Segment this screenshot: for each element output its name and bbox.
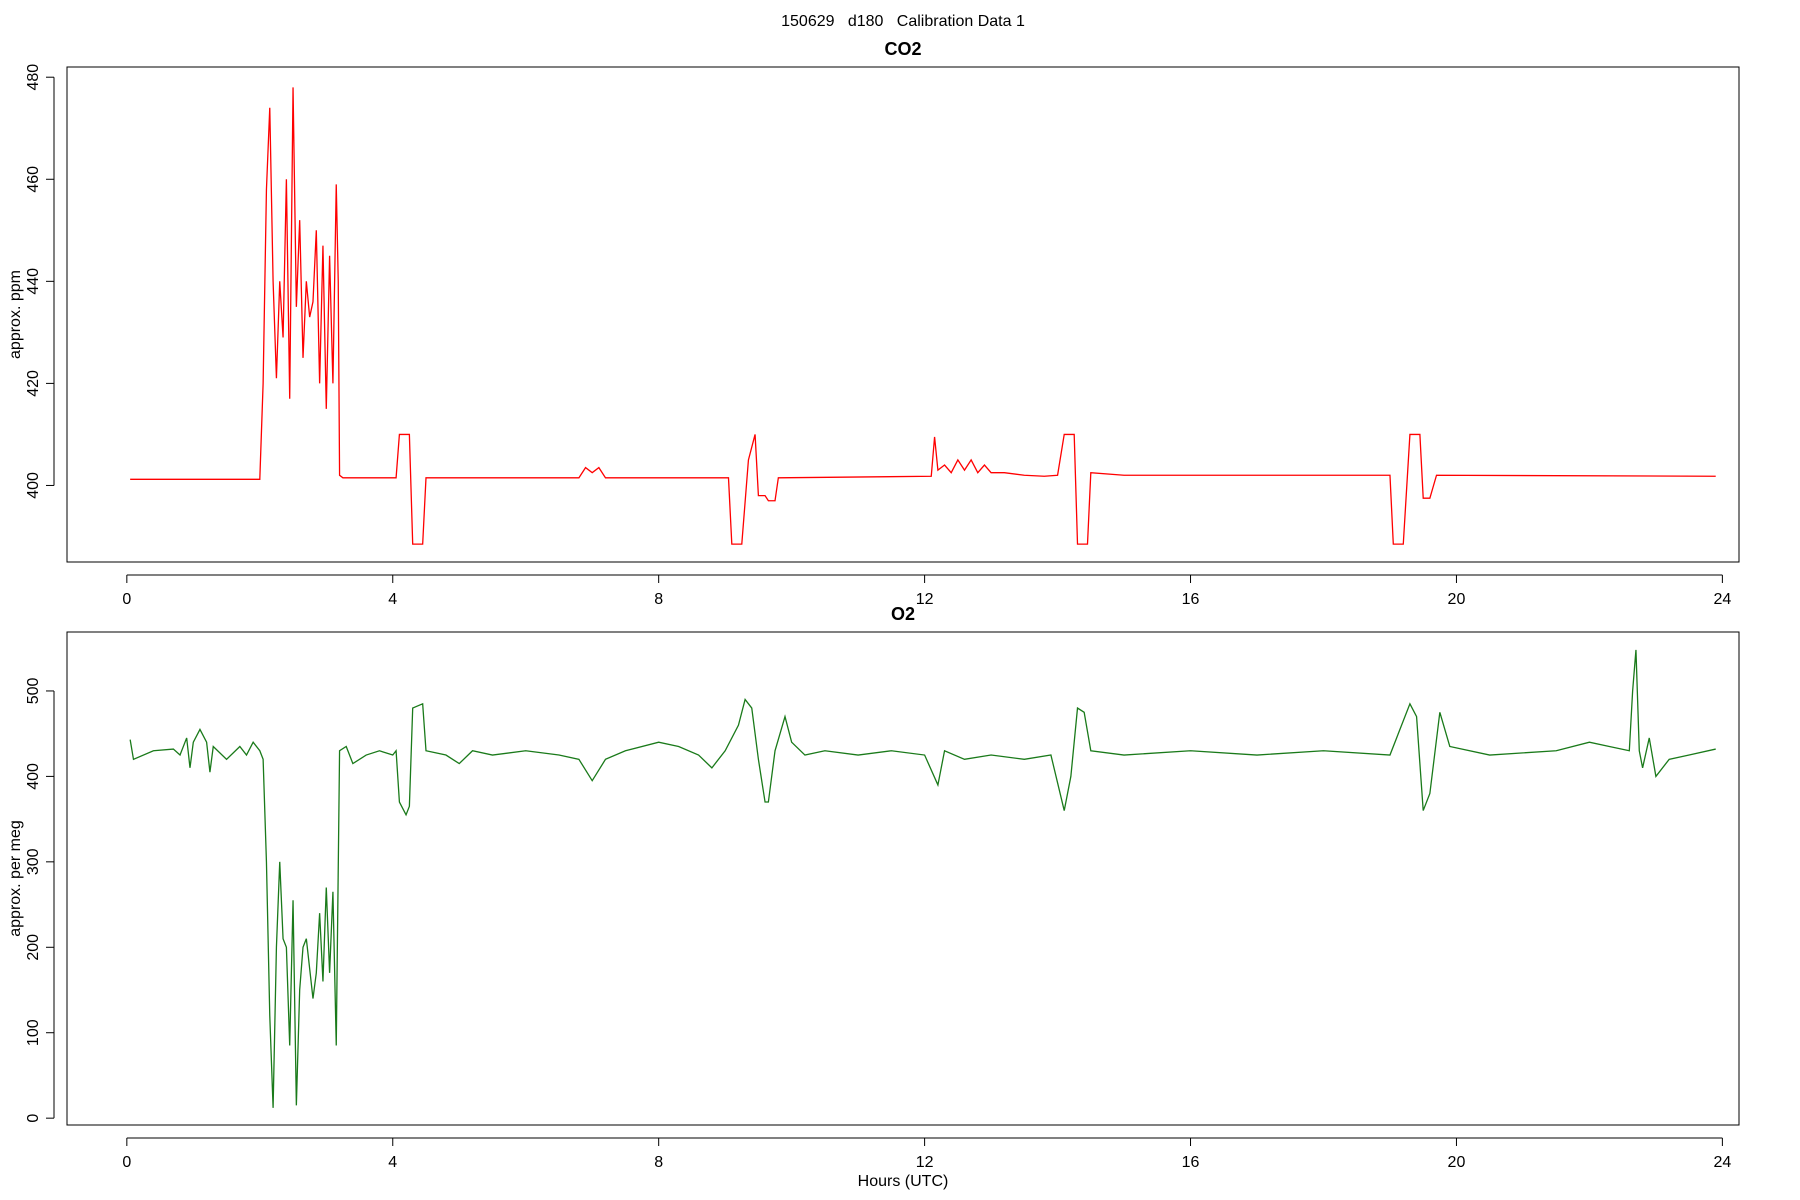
plot-frame xyxy=(66,66,1740,563)
y-axis-label: approx. per meg xyxy=(7,820,24,937)
plot-frame xyxy=(66,631,1740,1126)
y-tick-label: 420 xyxy=(25,370,42,397)
y-tick-label: 480 xyxy=(25,64,42,91)
y-tick-label: 400 xyxy=(25,763,42,790)
x-tick-label: 20 xyxy=(1448,591,1466,608)
y-tick-label: 460 xyxy=(25,166,42,193)
data-line xyxy=(130,87,1716,545)
y-tick-label: 500 xyxy=(25,678,42,705)
x-tick-label: 24 xyxy=(1713,1154,1731,1171)
y-tick-label: 300 xyxy=(25,848,42,875)
x-tick-label: 12 xyxy=(916,591,934,608)
x-tick-label: 12 xyxy=(916,1154,934,1171)
y-tick-label: 0 xyxy=(25,1114,42,1123)
y-tick-label: 440 xyxy=(25,268,42,295)
x-tick-label: 4 xyxy=(388,1154,397,1171)
x-tick-label: 20 xyxy=(1448,1154,1466,1171)
y-axis-label: approx. ppm xyxy=(7,270,24,359)
y-tick-label: 100 xyxy=(25,1019,42,1046)
x-tick-label: 8 xyxy=(654,591,663,608)
x-tick-label: 0 xyxy=(122,1154,131,1171)
x-tick-label: 8 xyxy=(654,1154,663,1171)
y-tick-label: 200 xyxy=(25,934,42,961)
y-tick-label: 400 xyxy=(25,472,42,499)
x-tick-label: 16 xyxy=(1182,591,1200,608)
x-axis-label: Hours (UTC) xyxy=(858,1173,949,1190)
data-line xyxy=(129,649,1716,1108)
page-title: 150629 d180 Calibration Data 1 xyxy=(781,13,1025,30)
x-tick-label: 4 xyxy=(388,591,397,608)
x-tick-label: 24 xyxy=(1713,591,1731,608)
x-tick-label: 16 xyxy=(1182,1154,1200,1171)
x-tick-label: 0 xyxy=(122,591,131,608)
panel-title: CO2 xyxy=(884,39,921,59)
panel-title: O2 xyxy=(891,604,915,624)
